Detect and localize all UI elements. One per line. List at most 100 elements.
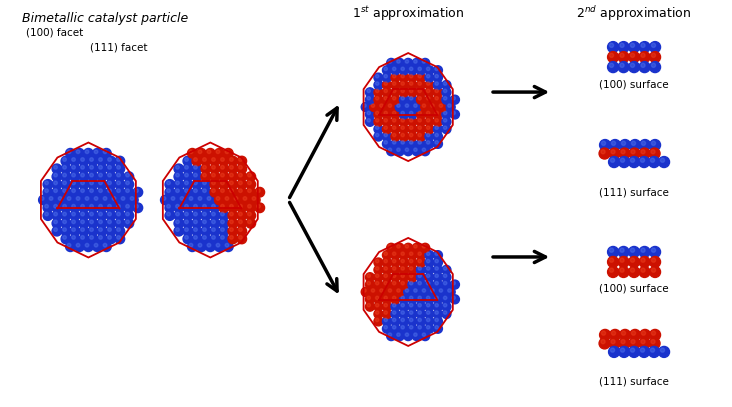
Circle shape — [409, 296, 413, 300]
Circle shape — [397, 148, 400, 151]
Circle shape — [99, 220, 102, 224]
Circle shape — [365, 117, 375, 126]
Circle shape — [59, 197, 62, 200]
Circle shape — [427, 259, 430, 263]
Circle shape — [70, 187, 80, 197]
Circle shape — [237, 156, 247, 166]
Circle shape — [651, 248, 656, 252]
Circle shape — [409, 96, 413, 100]
Circle shape — [610, 258, 613, 262]
Circle shape — [203, 189, 206, 193]
Circle shape — [88, 156, 97, 166]
Circle shape — [246, 211, 255, 220]
Circle shape — [174, 164, 184, 174]
Circle shape — [176, 212, 179, 216]
Circle shape — [382, 317, 392, 326]
Circle shape — [220, 220, 224, 224]
Circle shape — [97, 226, 107, 236]
Circle shape — [184, 220, 188, 224]
Circle shape — [414, 333, 417, 336]
Circle shape — [81, 204, 84, 208]
Circle shape — [63, 158, 67, 161]
Circle shape — [206, 149, 215, 158]
Circle shape — [72, 220, 75, 224]
Circle shape — [67, 243, 71, 247]
Circle shape — [430, 104, 434, 107]
Circle shape — [45, 189, 48, 193]
Circle shape — [391, 132, 400, 141]
Circle shape — [382, 295, 392, 304]
Circle shape — [442, 295, 451, 304]
Circle shape — [106, 226, 116, 236]
Circle shape — [421, 332, 430, 341]
Circle shape — [176, 173, 179, 177]
Circle shape — [382, 81, 392, 90]
Circle shape — [97, 179, 107, 189]
Circle shape — [620, 258, 624, 262]
Circle shape — [649, 247, 660, 258]
Circle shape — [391, 117, 400, 126]
Circle shape — [401, 259, 404, 263]
Circle shape — [126, 212, 130, 216]
Circle shape — [108, 228, 111, 232]
Circle shape — [392, 67, 396, 70]
Circle shape — [167, 181, 171, 185]
Circle shape — [444, 82, 447, 85]
Circle shape — [452, 282, 455, 285]
Circle shape — [619, 148, 630, 159]
Circle shape — [220, 189, 224, 193]
Circle shape — [386, 147, 396, 156]
Circle shape — [374, 258, 383, 267]
Circle shape — [90, 181, 94, 185]
Circle shape — [365, 110, 375, 119]
Circle shape — [620, 248, 624, 252]
Circle shape — [412, 103, 421, 112]
Circle shape — [610, 140, 621, 151]
Circle shape — [382, 309, 392, 319]
Circle shape — [79, 234, 89, 244]
Circle shape — [61, 187, 71, 197]
Circle shape — [649, 140, 660, 151]
Circle shape — [417, 309, 425, 319]
Circle shape — [408, 139, 417, 148]
Circle shape — [384, 111, 387, 115]
Circle shape — [210, 156, 220, 166]
Circle shape — [629, 148, 640, 159]
Circle shape — [438, 287, 447, 296]
Circle shape — [630, 329, 640, 340]
Circle shape — [163, 197, 166, 200]
Circle shape — [425, 251, 434, 260]
Circle shape — [365, 88, 375, 97]
Circle shape — [649, 157, 660, 168]
Circle shape — [651, 348, 654, 352]
Circle shape — [417, 73, 425, 82]
Circle shape — [247, 204, 251, 208]
Circle shape — [400, 309, 408, 319]
Circle shape — [611, 339, 615, 344]
Circle shape — [45, 204, 48, 208]
Circle shape — [53, 228, 57, 232]
Circle shape — [427, 126, 430, 129]
Circle shape — [435, 89, 438, 93]
Circle shape — [618, 256, 629, 267]
Circle shape — [61, 179, 71, 189]
Circle shape — [116, 189, 120, 193]
Circle shape — [641, 150, 645, 154]
Circle shape — [433, 73, 442, 82]
Circle shape — [433, 88, 442, 97]
Circle shape — [79, 211, 89, 220]
Circle shape — [401, 141, 404, 144]
Circle shape — [70, 226, 80, 236]
Circle shape — [444, 267, 447, 270]
Circle shape — [401, 111, 404, 115]
Circle shape — [611, 141, 616, 145]
Circle shape — [102, 149, 111, 158]
Circle shape — [400, 110, 408, 119]
Circle shape — [75, 242, 84, 252]
Circle shape — [367, 296, 370, 300]
Circle shape — [639, 52, 650, 63]
Circle shape — [391, 110, 400, 119]
Circle shape — [194, 236, 198, 239]
Circle shape — [88, 172, 97, 182]
Circle shape — [414, 148, 417, 151]
